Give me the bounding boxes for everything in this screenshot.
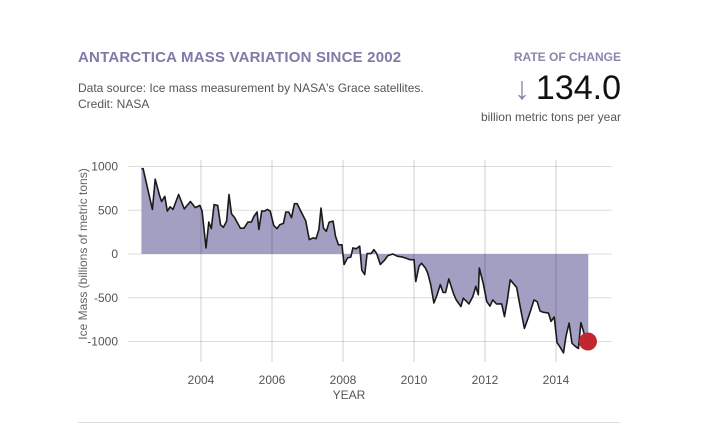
y-tick-label: 500 (98, 203, 118, 217)
rate-unit: billion metric tons per year (480, 110, 621, 124)
x-tick-label: 2014 (543, 373, 570, 387)
arrow-down-icon: ↓ (513, 70, 530, 106)
credit-text: Credit: NASA (78, 97, 150, 111)
divider (78, 422, 620, 423)
latest-value-marker[interactable] (578, 332, 597, 351)
ice-mass-line (141, 167, 588, 354)
rate-value: 134.0 (535, 69, 621, 107)
page-title: ANTARCTICA MASS VARIATION SINCE 2002 (78, 49, 402, 66)
data-source: Data source: Ice mass measurement by NAS… (78, 80, 424, 112)
rate-of-change: RATE OF CHANGE ↓ 134.0 billion metric to… (421, 50, 621, 126)
rate-label: RATE OF CHANGE (513, 50, 621, 64)
y-tick-label: -1000 (87, 335, 118, 349)
x-tick-label: 2012 (472, 373, 499, 387)
y-axis-label: Ice Mass (billions of metric tons) (76, 168, 90, 339)
x-tick-label: 2008 (330, 373, 357, 387)
x-axis-label: YEAR (333, 388, 366, 402)
x-tick-label: 2006 (259, 373, 286, 387)
source-text: Data source: Ice mass measurement by NAS… (78, 81, 424, 95)
y-tick-label: 1000 (91, 160, 118, 174)
y-tick-label: 0 (111, 247, 118, 261)
x-tick-label: 2010 (401, 373, 428, 387)
y-tick-label: -500 (94, 291, 118, 305)
ice-mass-area (141, 168, 589, 353)
x-tick-label: 2004 (188, 373, 215, 387)
